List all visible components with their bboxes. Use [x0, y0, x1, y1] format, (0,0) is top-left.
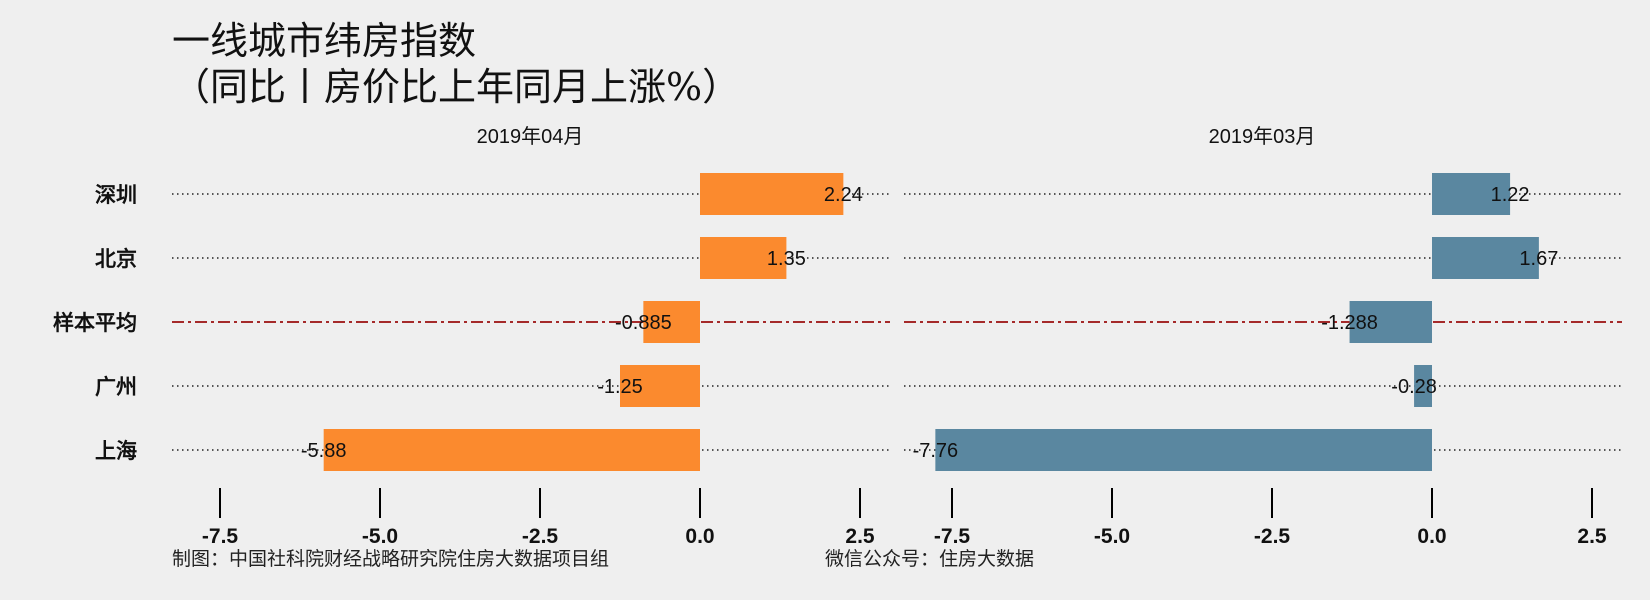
category-label: 深圳 [95, 182, 137, 207]
x-tick-label: -5.0 [362, 525, 398, 548]
x-tick-label: -2.5 [522, 525, 559, 548]
data-label: -7.76 [913, 440, 959, 462]
chart-title-line-2: （同比丨房价比上年同月上涨%） [172, 65, 740, 109]
bar [700, 237, 787, 279]
data-label: -1.25 [597, 376, 643, 398]
chart-title-line-1: 一线城市纬房指数 [172, 19, 476, 63]
data-label: 2.24 [824, 184, 863, 206]
caption-wechat: 微信公众号：住房大数据 [825, 548, 1034, 570]
data-label: 1.35 [767, 248, 806, 270]
bar [620, 365, 700, 407]
x-tick-label: -2.5 [1254, 525, 1291, 548]
bar [700, 173, 844, 215]
bar [1432, 237, 1539, 279]
category-label: 样本平均 [53, 310, 137, 335]
caption-source: 制图：中国社科院财经战略研究院住房大数据项目组 [172, 548, 609, 570]
data-label: -0.28 [1391, 376, 1437, 398]
data-label: 1.22 [1491, 184, 1530, 206]
category-label: 北京 [95, 246, 137, 271]
category-label: 广州 [95, 374, 137, 399]
x-tick-label: -7.5 [202, 525, 239, 548]
bar [935, 429, 1432, 471]
bar [1349, 301, 1432, 343]
facet-label: 2019年04月 [477, 125, 584, 148]
data-label: -5.88 [301, 440, 347, 462]
bar [1432, 173, 1511, 215]
x-tick-label: -5.0 [1094, 525, 1130, 548]
data-label: -0.885 [615, 312, 672, 334]
bar [1414, 365, 1432, 407]
data-label: -1.288 [1321, 312, 1378, 334]
bar [643, 301, 700, 343]
facet-label: 2019年03月 [1209, 125, 1316, 148]
x-tick-label: -7.5 [934, 525, 971, 548]
x-tick-label: 0.0 [685, 525, 714, 548]
bar [323, 429, 700, 471]
x-tick-label: 2.5 [845, 525, 875, 548]
x-tick-label: 0.0 [1417, 525, 1446, 548]
category-label: 上海 [95, 438, 137, 463]
data-label: 1.67 [1519, 248, 1558, 270]
x-tick-label: 2.5 [1577, 525, 1607, 548]
